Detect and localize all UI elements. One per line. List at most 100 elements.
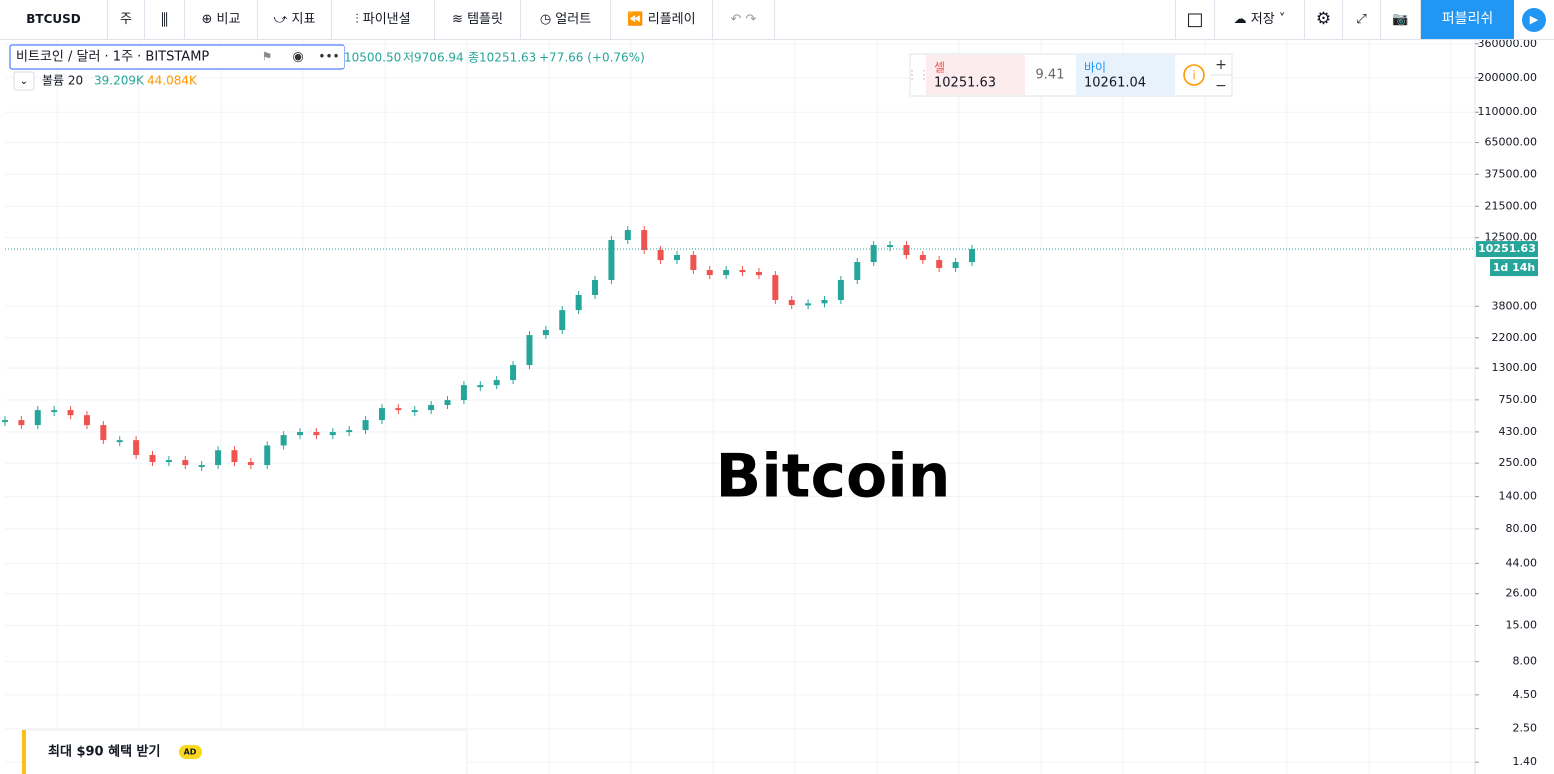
candle <box>264 445 271 466</box>
candle <box>493 380 500 386</box>
candle <box>706 270 713 276</box>
fullscreen[interactable]: ⤢ <box>1343 0 1381 39</box>
financials[interactable]: ⫶ 파이낸셜 <box>332 0 435 39</box>
ad-badge: AD <box>184 748 197 757</box>
volume-value: 39.209K <box>94 74 145 88</box>
candle <box>247 462 254 466</box>
more[interactable]: ••• <box>318 50 339 64</box>
info[interactable] <box>1183 64 1205 86</box>
candle <box>903 245 910 256</box>
chart-style[interactable]: ⫼ <box>145 0 185 39</box>
candle <box>919 255 926 261</box>
candle <box>444 400 451 405</box>
drag[interactable]: ⋮⋮ <box>906 68 930 82</box>
settings[interactable]: ⚙ <box>1305 0 1343 39</box>
legend-change: +77.66 (+0.76%) <box>539 51 645 65</box>
candle <box>952 262 959 269</box>
indicators[interactable]: ⤻ 지표 <box>258 0 332 39</box>
candle <box>411 410 418 413</box>
collapse[interactable] <box>13 71 35 91</box>
candle <box>313 432 320 436</box>
symbol[interactable]: BTCUSD <box>0 0 108 39</box>
flag[interactable]: ⚑ <box>262 50 273 64</box>
templates[interactable]: ≋ 템플릿 <box>435 0 521 39</box>
label: 지표 <box>291 12 316 27</box>
sell-button[interactable] <box>926 55 1025 95</box>
label: 파이낸셜 <box>362 12 411 27</box>
candle <box>837 279 844 301</box>
alerts[interactable]: ◷ 얼러트 <box>521 0 611 39</box>
candle <box>788 300 795 306</box>
candle <box>165 460 172 463</box>
y-tick-label: 80.00 <box>1506 522 1538 535</box>
layout[interactable]: □ <box>1175 0 1215 39</box>
publish[interactable]: 퍼블리쉬 <box>1421 0 1514 39</box>
replay[interactable]: ⏪ 리플레이 <box>611 0 713 39</box>
candle <box>51 410 58 413</box>
legend-title: 비트코인 / 달러 · 1주 · BITSTAMP <box>16 50 209 65</box>
price-axis <box>1475 40 1554 774</box>
y-tick-label: 8.00 <box>1513 655 1538 668</box>
interval[interactable]: 주 <box>108 0 145 39</box>
legend-buttons[interactable] <box>252 46 344 68</box>
candle <box>936 260 943 269</box>
y-tick-label: 430.00 <box>1499 425 1538 438</box>
sell-label: 셀 <box>934 61 945 75</box>
candle <box>657 249 664 261</box>
toolbar: BTCUSD 주 ⫼ ⊕ 비교 ⤻ 지표 ⫶ 파이낸셜 ≋ 템플릿 ◷ 얼러트 … <box>0 0 1554 40</box>
y-tick-label: 4.50 <box>1513 688 1538 701</box>
undo-redo[interactable]: ↶ ↷ <box>713 0 775 39</box>
play[interactable]: ▶ <box>1514 0 1554 39</box>
candle <box>805 303 812 306</box>
y-tick-label: 2.50 <box>1513 722 1538 735</box>
label: 비교 <box>216 12 241 27</box>
y-tick-label: 250.00 <box>1499 456 1538 469</box>
save[interactable]: ☁ 저장 ˅ <box>1215 0 1305 39</box>
candle <box>395 408 402 411</box>
candle <box>378 408 385 421</box>
y-tick-label: 37500.00 <box>1485 167 1538 180</box>
candle <box>116 440 123 443</box>
eye[interactable]: ◉ <box>292 50 303 65</box>
ad-card[interactable] <box>21 729 468 774</box>
y-tick-label: 750.00 <box>1499 393 1538 406</box>
candle <box>362 420 369 431</box>
countdown: 1d 14h <box>1493 261 1536 274</box>
snapshot[interactable]: 📷 <box>1381 0 1421 39</box>
watermark: Bitcoin <box>715 442 950 512</box>
y-tick-label: 15.00 <box>1506 618 1538 631</box>
candle <box>149 455 156 463</box>
candle <box>83 415 90 426</box>
y-tick-label: 21500.00 <box>1485 199 1538 212</box>
candle <box>182 460 189 466</box>
buy-label: 바이 <box>1084 61 1106 75</box>
y-tick-label: 1.40 <box>1513 755 1538 768</box>
candle <box>297 432 304 436</box>
candle <box>231 450 238 463</box>
plus[interactable]: + <box>1215 57 1227 73</box>
legend-high: 10500.50 <box>344 51 401 65</box>
candle <box>133 440 140 456</box>
candle <box>559 310 566 331</box>
candle <box>18 420 25 426</box>
volume-label: 볼륨 20 <box>42 74 83 88</box>
minus[interactable]: − <box>1215 78 1227 94</box>
y-tick-label: 110000.00 <box>1478 105 1538 118</box>
y-tick-label: 360000.00 <box>1478 40 1538 50</box>
y-tick-label: 3800.00 <box>1492 299 1538 312</box>
candle <box>34 410 41 426</box>
y-tick-label: 44.00 <box>1506 556 1538 569</box>
candle <box>608 240 615 280</box>
candle <box>723 270 730 276</box>
candle <box>739 270 746 273</box>
collapse-icon: ⌄ <box>20 76 28 87</box>
y-tick-label: 200000.00 <box>1478 71 1538 84</box>
y-tick-label: 140.00 <box>1499 490 1538 503</box>
volume-ma: 44.084K <box>147 74 198 88</box>
candle <box>510 365 517 381</box>
compare[interactable]: ⊕ 비교 <box>185 0 258 39</box>
candle <box>575 294 582 311</box>
buy-button[interactable] <box>1076 55 1175 95</box>
y-tick-label: 12500.00 <box>1485 231 1538 244</box>
